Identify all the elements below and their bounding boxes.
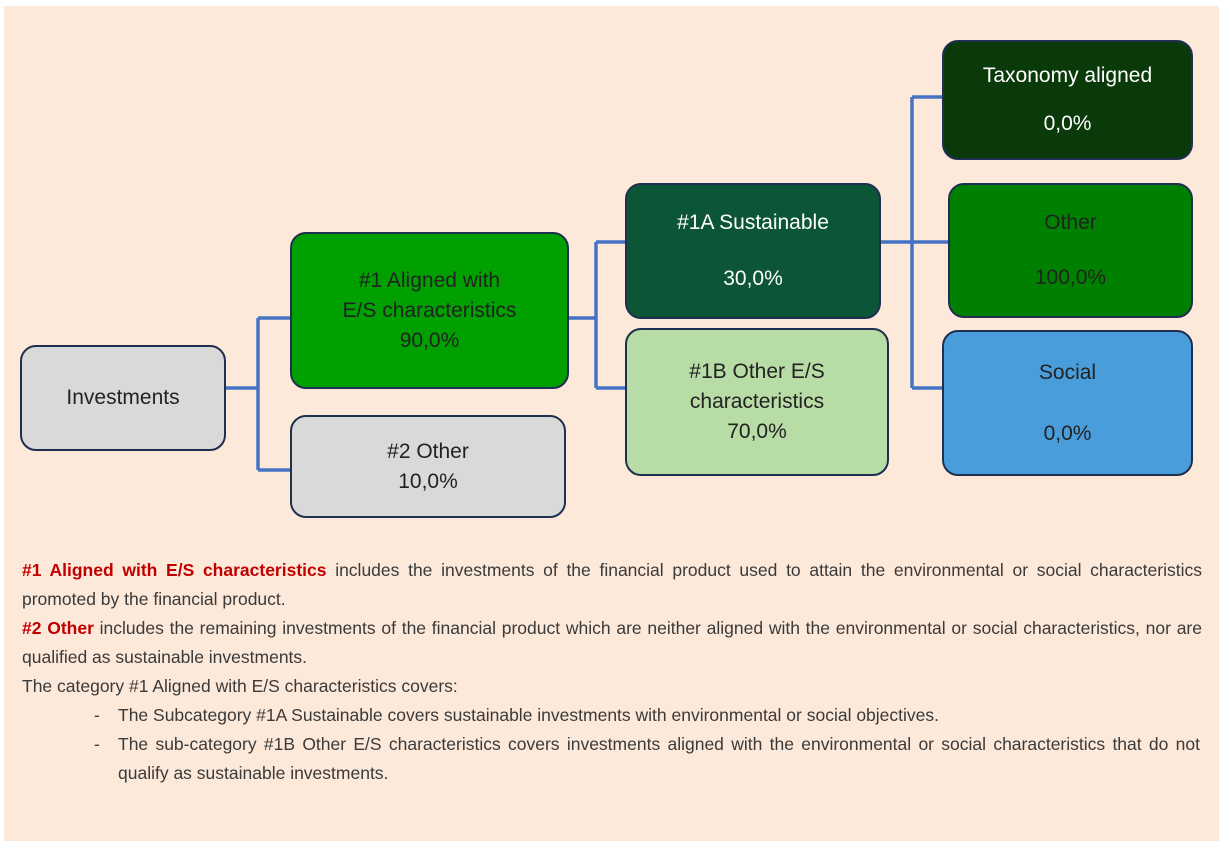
list-item: - The Subcategory #1A Sustainable covers … — [22, 701, 1202, 730]
paragraph: #2 Other includes the remaining investme… — [22, 614, 1202, 672]
node-value: 0,0% — [1043, 112, 1092, 135]
node-label: #1B Other E/S — [689, 360, 825, 383]
node-label: Social — [1038, 360, 1097, 384]
term: #1 Aligned with E/S characteristics — [22, 560, 327, 580]
connector — [568, 240, 625, 390]
text: includes the investments of the financia… — [22, 560, 1202, 609]
node-env-other: Other 100,0% — [948, 183, 1193, 318]
description: #1 Aligned with E/S characteristics incl… — [22, 556, 1202, 788]
node-label: #1A Sustainable — [677, 211, 829, 234]
node-social: Social 0,0% — [942, 330, 1193, 476]
node-value: 0,0% — [1043, 421, 1092, 445]
node-label: #2 Other — [387, 439, 469, 463]
node-label: characteristics — [689, 390, 825, 413]
paragraph: The category #1 Aligned with E/S charact… — [22, 676, 458, 696]
node-aligned: #1 Aligned with E/S characteristics 90,0% — [290, 232, 569, 389]
node-value: 100,0% — [1034, 266, 1107, 290]
node-value: 30,0% — [723, 267, 783, 290]
node-value: 70,0% — [727, 420, 787, 443]
list-item: - The sub-category #1B Other E/S characte… — [22, 730, 1202, 788]
node-value: 90,0% — [399, 328, 460, 352]
node-sustainable: #1A Sustainable 30,0% — [625, 183, 881, 319]
node-other: #2 Other 10,0% — [290, 415, 566, 518]
node-investments: Investments — [20, 345, 226, 451]
node-taxonomy: Taxonomy aligned 0,0% — [942, 40, 1193, 160]
node-label: Other — [1044, 210, 1097, 234]
page: Investments #1 Aligned with E/S character… — [4, 6, 1219, 841]
text: The Subcategory #1A Sustainable covers s… — [118, 705, 939, 725]
paragraph: #1 Aligned with E/S characteristics incl… — [22, 556, 1202, 614]
node-label: Taxonomy aligned — [982, 64, 1153, 87]
node-label: #1 Aligned with — [358, 268, 501, 292]
text: The sub-category #1B Other E/S character… — [118, 734, 1200, 783]
connector — [225, 316, 290, 472]
dash: - — [94, 734, 100, 754]
text: includes the remaining investments of th… — [22, 618, 1202, 667]
node-value: 10,0% — [398, 469, 458, 493]
node-other-es: #1B Other E/S characteristics 70,0% — [625, 328, 889, 476]
connector — [880, 95, 948, 390]
node-label: E/S characteristics — [342, 298, 517, 322]
node-label: Investments — [66, 386, 180, 409]
connectors — [225, 95, 948, 472]
term: #2 Other — [22, 618, 94, 638]
dash: - — [94, 705, 100, 725]
